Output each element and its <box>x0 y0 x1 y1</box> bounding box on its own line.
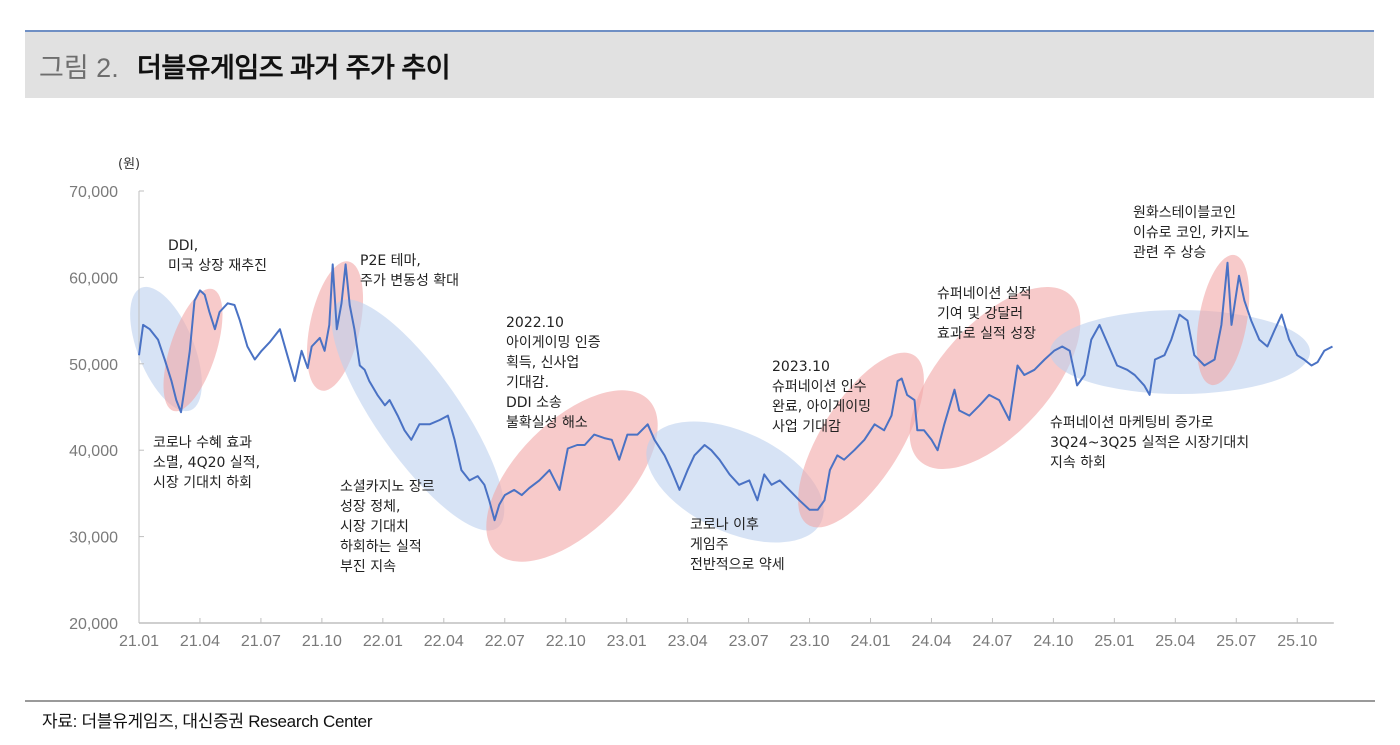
highlight-decline-2022 <box>331 299 505 531</box>
x-tick-label: 25.01 <box>1094 633 1134 650</box>
annotation-ddi: DDI, 미국 상장 재추진 <box>168 238 268 274</box>
tick-labels: 20,000 30,000 40,000 50,000 60,000 70,000 21.0… <box>69 184 1317 650</box>
x-tick-label: 21.01 <box>119 633 159 650</box>
x-tick-label: 24.04 <box>911 633 951 650</box>
annotation-marketing: 슈퍼네이션 마케팅비 증가로 3Q24~3Q25 실적은 시장기대치 지속 하회 <box>1050 415 1250 471</box>
title-bar: 그림 2. 더블유게임즈 과거 주가 추이 <box>25 30 1374 98</box>
x-tick-label: 25.10 <box>1277 633 1317 650</box>
x-tick-label: 24.10 <box>1033 633 1073 650</box>
highlight-rise-stablecoin <box>1196 254 1250 386</box>
highlight-rise-supernation <box>798 352 924 528</box>
x-tick-label: 23.07 <box>729 633 769 650</box>
highlight-rise-ddi <box>163 288 223 412</box>
figure-label: 그림 2. <box>39 53 119 83</box>
x-tick-label: 22.01 <box>363 633 403 650</box>
x-tick-label: 21.10 <box>302 633 342 650</box>
x-tick-label: 23.04 <box>668 633 708 650</box>
x-tick-label: 22.10 <box>546 633 586 650</box>
price-line <box>138 261 1333 522</box>
y-tick-label: 20,000 <box>69 616 118 633</box>
axes <box>138 190 1334 624</box>
highlight-rise-2024 <box>909 286 1081 470</box>
annotation-covid-end: 코로나 수혜 효과 소멸, 4Q20 실적, 시장 기대치 하회 <box>153 435 261 491</box>
y-tick-label: 30,000 <box>69 530 118 547</box>
y-tick-label: 70,000 <box>69 184 118 201</box>
highlight-rise-igaming <box>486 390 658 562</box>
y-tick-label: 60,000 <box>69 270 118 287</box>
source-note: 자료: 더블유게임즈, 대신증권 Research Center <box>42 712 373 731</box>
annotation-social-casino: 소셜카지노 장르 성장 정체, 시장 기대치 하회하는 실적 부진 지속 <box>340 479 435 575</box>
annotation-igaming-2022: 2022.10 아이게이밍 인증 획득, 신사업 기대감. DDI 소송 불확실성 해소 <box>506 315 601 431</box>
y-tick-label: 50,000 <box>69 357 118 374</box>
annotation-supernation-2023: 2023.10 슈퍼네이션 인수 완료, 아이게이밍 사업 기대감 <box>772 359 872 435</box>
x-tick-label: 24.01 <box>850 633 890 650</box>
annotation-stablecoin: 원화스테이블코인 이슈로 코인, 카지노 관련 주 상승 <box>1133 205 1250 261</box>
x-tick-label: 23.01 <box>607 633 647 650</box>
x-tick-label: 21.04 <box>180 633 220 650</box>
x-tick-label: 22.04 <box>424 633 464 650</box>
footer-divider <box>25 700 1375 702</box>
x-tick-label: 22.07 <box>485 633 525 650</box>
x-tick-label: 23.10 <box>790 633 830 650</box>
x-tick-label: 21.07 <box>241 633 281 650</box>
annotation-supernation-growth: 슈퍼네이션 실적 기여 및 강달러 효과로 실적 성장 <box>937 286 1037 342</box>
annotation-p2e: P2E 테마, 주가 변동성 확대 <box>360 253 460 289</box>
x-tick-label: 25.04 <box>1155 633 1195 650</box>
highlight-decline-2023 <box>646 421 824 543</box>
annotation-post-covid: 코로나 이후 게임주 전반적으로 약세 <box>690 517 785 573</box>
y-tick-label: 40,000 <box>69 443 118 460</box>
x-tick-label: 24.07 <box>972 633 1012 650</box>
y-axis-unit: (원) <box>118 157 141 172</box>
x-tick-label: 25.07 <box>1216 633 1256 650</box>
chart-title: 더블유게임즈 과거 주가 추이 <box>137 53 451 83</box>
